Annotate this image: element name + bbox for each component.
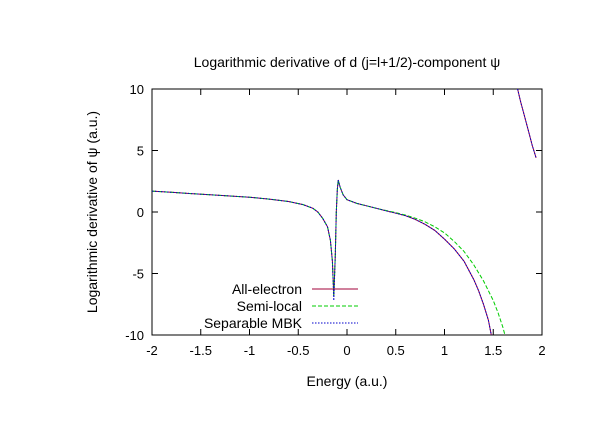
y-axis-title: Logarithmic derivative of ψ (a.u.): [84, 111, 100, 313]
x-tick-label: -2: [146, 343, 158, 358]
legend-label-semi-local: Semi-local: [237, 298, 302, 314]
x-tick-label: 0: [343, 343, 350, 358]
x-axis-ticks: -2 -1.5 -1 -0.5 0 0.5 1 1.5 2: [146, 89, 546, 358]
x-tick-label: 2: [538, 343, 545, 358]
y-tick-label: 5: [137, 144, 144, 159]
y-tick-label: 10: [130, 82, 144, 97]
series-line-separable-mbk: [151, 179, 492, 336]
x-tick-label: 1: [441, 343, 448, 358]
x-axis-title: Energy (a.u.): [307, 373, 388, 389]
x-tick-label: -0.5: [287, 343, 309, 358]
x-tick-label: 0.5: [387, 343, 405, 358]
series-line-semi-local: [151, 179, 506, 336]
series-line-all-electron: [151, 179, 492, 336]
y-tick-label: 0: [137, 205, 144, 220]
plot-frame: [151, 88, 543, 336]
legend-label-separable-mbk: Separable MBK: [204, 315, 303, 331]
chart-title: Logarithmic derivative of d (j=l+1/2)-co…: [194, 54, 500, 70]
x-tick-label: -1: [244, 343, 256, 358]
x-tick-label: 1.5: [484, 343, 502, 358]
legend-label-all-electron: All-electron: [232, 281, 302, 297]
y-axis-ticks: -10 -5 0 5 10: [125, 82, 542, 343]
series-layer: [151, 88, 537, 336]
series-line-separable-mbk-branch: [517, 88, 537, 159]
y-tick-label: -5: [132, 267, 144, 282]
x-tick-label: -1.5: [190, 343, 212, 358]
y-tick-label: -10: [125, 328, 144, 343]
